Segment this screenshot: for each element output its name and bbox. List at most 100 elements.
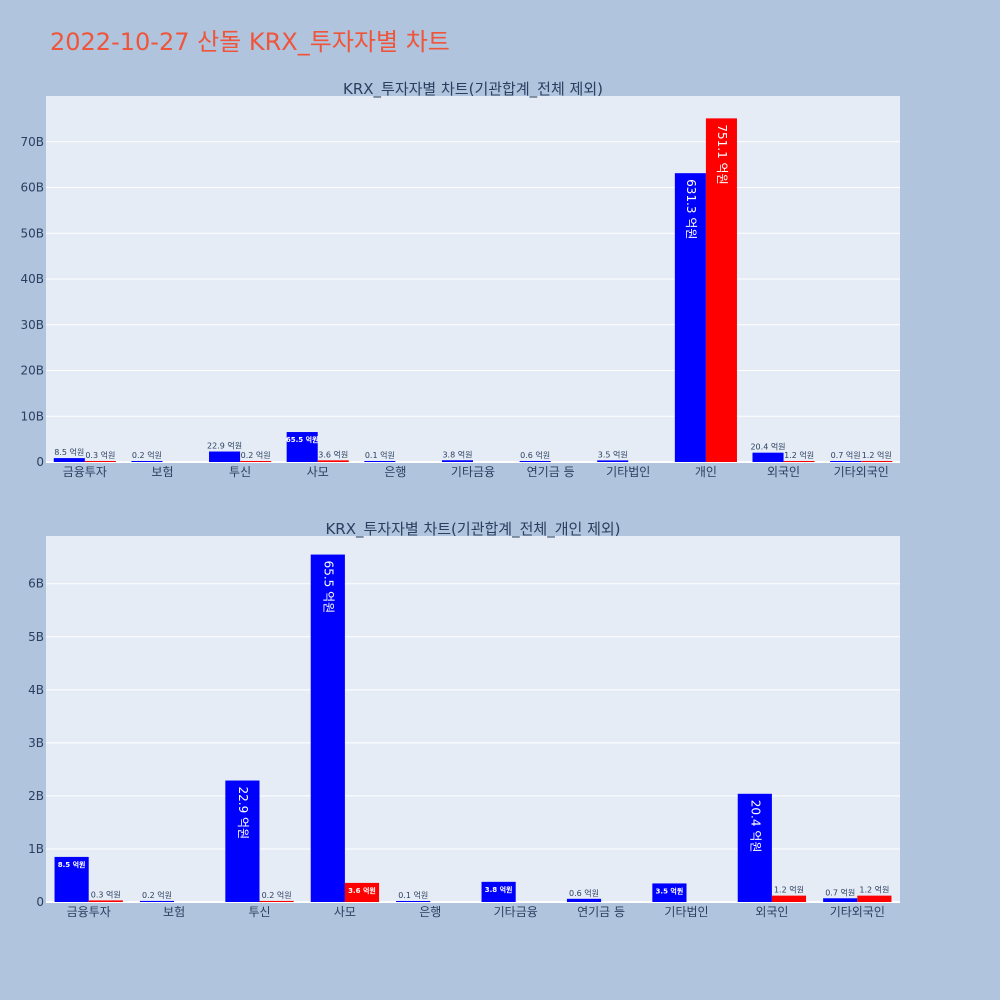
bar <box>131 461 163 462</box>
y-tick-label: 5B <box>28 630 44 644</box>
data-label: 3.8 억원 <box>485 885 513 894</box>
y-tick-label: 50B <box>20 226 44 240</box>
data-label: 3.5 억원 <box>656 886 684 895</box>
data-label: 1.2 억원 <box>859 885 889 895</box>
x-tick-label: 은행 <box>384 464 406 479</box>
x-tick-label: 기타외국인 <box>830 905 885 919</box>
bar <box>674 173 706 463</box>
x-tick-label: 사모 <box>307 465 329 479</box>
y-tick-label: 0 <box>36 455 44 469</box>
y-tick-label: 6B <box>28 577 44 591</box>
data-label: 65.5 억원 <box>321 561 335 614</box>
data-label: 0.3 억원 <box>91 889 121 899</box>
data-label: 22.9 억원 <box>236 787 250 840</box>
data-label: 3.8 억원 <box>442 449 472 459</box>
bar <box>310 554 345 902</box>
data-label: 3.5 억원 <box>598 449 628 459</box>
bar <box>566 898 602 902</box>
x-tick-label: 투신 <box>248 905 270 919</box>
data-label: 0.1 억원 <box>398 890 428 900</box>
data-label: 8.5 억원 <box>58 860 86 869</box>
bar <box>209 451 241 462</box>
x-tick-label: 연기금 등 <box>577 905 625 919</box>
bar <box>344 882 380 902</box>
data-label: 1.2 억원 <box>774 885 804 895</box>
bar <box>54 856 89 902</box>
x-tick-label: 투신 <box>229 465 251 479</box>
bar <box>139 900 175 902</box>
y-tick-label: 60B <box>20 181 44 195</box>
y-tick-label: 3B <box>28 736 44 750</box>
plot-area <box>46 536 900 902</box>
bar <box>396 901 431 902</box>
x-tick-label: 기타금융 <box>451 465 495 479</box>
bar <box>317 460 349 462</box>
data-label: 0.2 억원 <box>262 890 292 900</box>
y-tick-label: 4B <box>28 683 44 697</box>
bar <box>737 793 772 902</box>
bar <box>364 461 396 462</box>
data-label: 0.6 억원 <box>569 888 599 898</box>
data-label: 0.2 억원 <box>241 450 271 460</box>
data-label: 20.4 억원 <box>748 800 762 853</box>
data-label: 0.1 억원 <box>365 450 395 460</box>
bar <box>481 881 516 902</box>
page-title: 2022-10-27 산돌 KRX_투자자별 차트 <box>50 28 450 56</box>
x-tick-label: 기타법인 <box>606 465 650 479</box>
x-tick-label: 은행 <box>419 904 441 919</box>
bar <box>84 461 116 462</box>
chart-title: KRX_투자자별 차트(기관합계_전체 제외) <box>343 80 603 99</box>
chart-excluding-individuals: KRX_투자자별 차트(기관합계_전체_개인 제외) 0 1B 2B 3B 4B 5B 6B 금… <box>28 520 900 919</box>
x-tick-label: 기타법인 <box>664 905 708 919</box>
bar <box>240 461 272 462</box>
data-label: 0.2 억원 <box>142 890 172 900</box>
chart-title: KRX_투자자별 차트(기관합계_전체_개인 제외) <box>325 520 620 539</box>
y-tick-label: 2B <box>28 789 44 803</box>
x-tick-label: 금융투자 <box>67 905 111 919</box>
y-tick-label: 1B <box>28 842 44 856</box>
x-tick-label: 사모 <box>334 905 356 919</box>
bar <box>783 461 815 462</box>
bar <box>652 883 687 902</box>
bar <box>53 458 85 462</box>
data-label: 631.3 억원 <box>684 179 698 239</box>
data-label: 20.4 억원 <box>750 442 785 452</box>
data-label: 3.6 억원 <box>348 886 376 895</box>
y-tick-label: 10B <box>20 409 44 423</box>
data-label: 65.5 억원 <box>286 435 319 444</box>
x-tick-label: 기타금융 <box>494 905 538 919</box>
bar <box>286 432 318 462</box>
bar <box>519 461 551 462</box>
data-label: 0.7 억원 <box>831 450 861 460</box>
bar <box>225 780 260 902</box>
x-tick-label: 금융투자 <box>63 465 107 479</box>
bar <box>752 452 784 462</box>
y-tick-label: 30B <box>20 318 44 332</box>
bar <box>705 118 737 462</box>
bar <box>597 460 629 462</box>
y-tick-label: 40B <box>20 272 44 286</box>
data-label: 22.9 억원 <box>207 441 242 451</box>
bar <box>88 900 123 902</box>
x-tick-label: 기타외국인 <box>834 465 889 479</box>
data-label: 3.6 억원 <box>318 449 348 459</box>
x-tick-label: 개인 <box>695 465 717 479</box>
data-label: 751.1 억원 <box>715 124 729 184</box>
x-tick-label: 연기금 등 <box>527 465 575 479</box>
bar <box>857 895 892 902</box>
x-tick-label: 보험 <box>151 465 173 479</box>
data-label: 0.6 억원 <box>520 450 550 460</box>
y-tick-label: 70B <box>20 135 44 149</box>
bar <box>861 461 893 462</box>
x-tick-label: 외국인 <box>755 905 788 919</box>
y-tick-label: 20B <box>20 364 44 378</box>
data-label: 8.5 억원 <box>54 447 84 457</box>
bar <box>441 460 473 462</box>
x-tick-label: 보험 <box>163 905 185 919</box>
data-label: 0.3 억원 <box>85 450 115 460</box>
data-label: 1.2 억원 <box>784 450 814 460</box>
data-label: 1.2 억원 <box>862 450 892 460</box>
bar <box>830 461 862 462</box>
data-label: 0.2 억원 <box>132 450 162 460</box>
bar <box>823 898 858 902</box>
